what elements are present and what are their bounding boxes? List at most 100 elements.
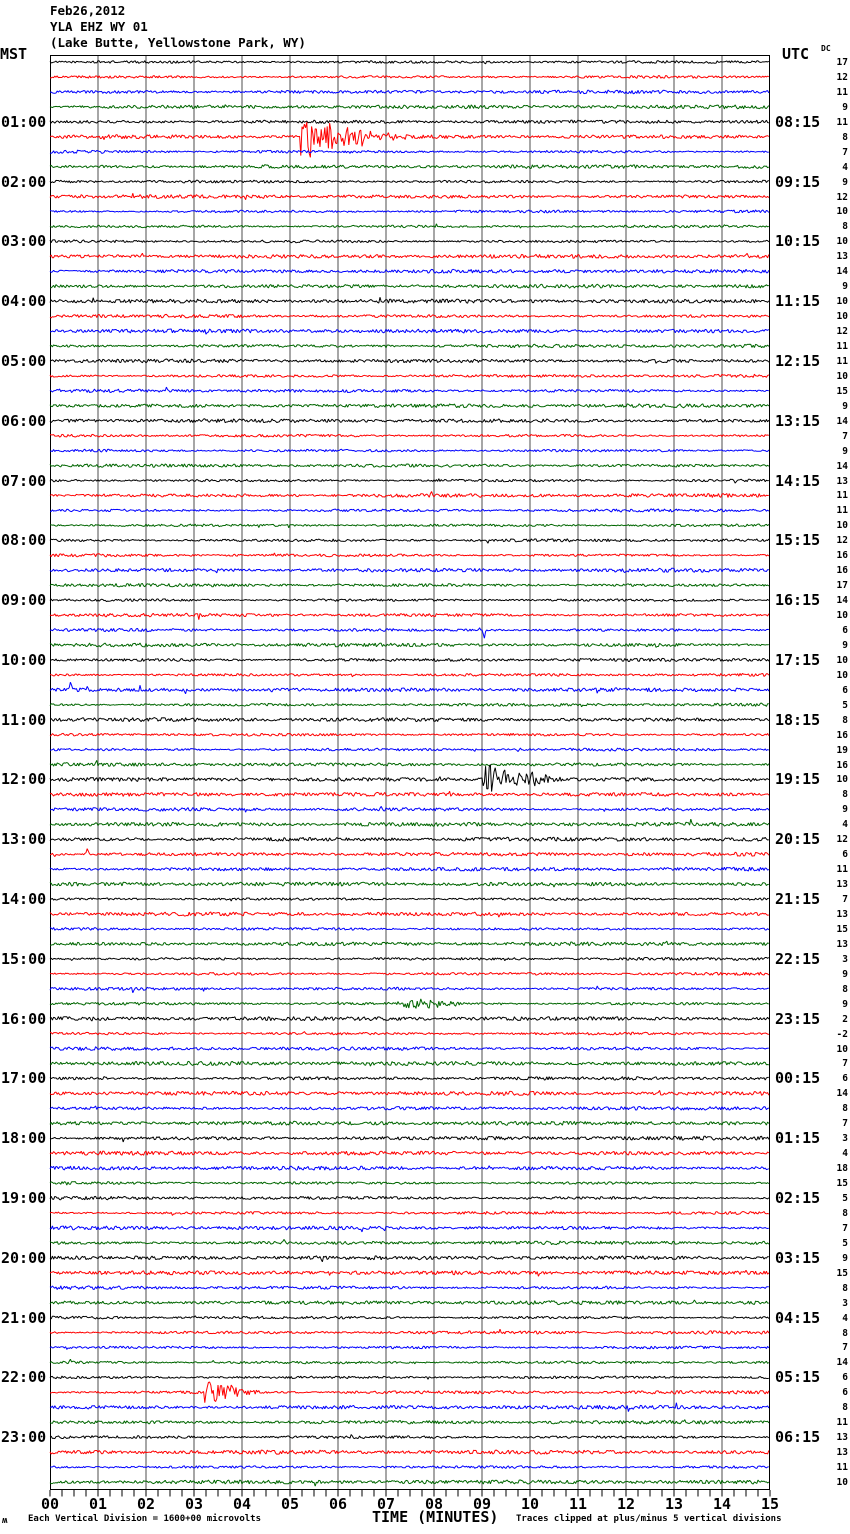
seismo-trace xyxy=(49,1165,769,1171)
seismo-trace xyxy=(49,239,770,244)
seismo-trace xyxy=(49,1076,769,1081)
seismo-trace xyxy=(49,1031,769,1036)
seismo-trace xyxy=(49,179,770,184)
seismo-trace xyxy=(49,1090,770,1096)
seismo-trace xyxy=(49,1046,769,1051)
seismo-trace xyxy=(49,1328,770,1335)
seismo-trace xyxy=(49,717,770,723)
seismo-trace xyxy=(49,1434,770,1440)
seismo-trace xyxy=(49,491,769,498)
seismo-trace xyxy=(49,747,769,752)
seismo-trace xyxy=(49,627,769,639)
seismo-trace xyxy=(49,1060,769,1067)
seismo-trace xyxy=(49,682,770,695)
seismo-trace xyxy=(49,478,769,484)
seismo-trace xyxy=(49,1419,770,1425)
seismo-trace xyxy=(49,1105,769,1111)
seismo-trace xyxy=(49,1358,770,1365)
seismo-trace xyxy=(49,940,769,947)
seismo-trace xyxy=(49,1225,769,1233)
seismo-trace xyxy=(49,463,770,468)
seismo-trace xyxy=(49,866,770,872)
seismo-trace xyxy=(50,89,770,95)
seismo-trace xyxy=(49,985,769,994)
seismo-trace xyxy=(49,760,770,767)
seismo-trace xyxy=(49,523,770,528)
seismo-trace xyxy=(49,927,770,931)
seismo-trace xyxy=(49,642,769,648)
seismo-trace xyxy=(49,1195,770,1201)
seismo-trace xyxy=(49,818,770,827)
seismo-trace xyxy=(49,598,770,602)
seismo-trace xyxy=(49,1135,770,1143)
seismo-trace xyxy=(49,119,769,124)
seismo-trace xyxy=(49,1255,769,1263)
seismo-trace xyxy=(49,1120,770,1126)
seismo-trace xyxy=(49,283,769,289)
seismo-trace xyxy=(49,552,770,558)
seismo-trace xyxy=(49,373,770,378)
seismo-trace xyxy=(49,121,770,158)
seismo-trace xyxy=(49,567,769,574)
seismo-trace xyxy=(50,806,770,813)
seismo-trace xyxy=(49,848,770,857)
seismo-trace xyxy=(49,1299,769,1306)
seismo-trace xyxy=(49,1210,769,1216)
seismo-trace xyxy=(49,193,770,200)
seismo-trace xyxy=(49,223,769,229)
seismo-trace xyxy=(49,702,769,708)
seismo-trace xyxy=(49,60,770,65)
seismo-trace xyxy=(49,836,769,842)
seismo-trace xyxy=(49,358,770,364)
corner-glyph: ʍ xyxy=(2,1516,8,1526)
station-title: YLA EHZ WY 01 xyxy=(50,19,148,34)
seismo-trace xyxy=(50,75,769,79)
seismo-trace xyxy=(50,508,770,513)
seismo-trace xyxy=(49,971,770,976)
seismo-trace xyxy=(49,897,769,902)
seismo-trace xyxy=(49,538,770,544)
seismo-trace xyxy=(49,386,769,393)
seismo-trace xyxy=(49,1239,770,1246)
left-timezone-label: MST xyxy=(0,45,28,63)
seismo-trace xyxy=(49,672,770,678)
seismo-trace xyxy=(49,911,769,918)
seismo-trace xyxy=(49,164,770,169)
seismo-trace xyxy=(49,1402,770,1412)
x-axis-title: TIME (MINUTES) xyxy=(372,1508,499,1526)
seismo-trace xyxy=(49,268,770,274)
seismo-trace xyxy=(49,612,770,620)
seismo-trace xyxy=(49,104,770,110)
seismo-trace xyxy=(49,764,770,792)
seismo-trace xyxy=(49,583,770,588)
seismo-trace xyxy=(49,403,770,409)
right-timezone-label: UTC xyxy=(782,45,810,63)
seismo-trace xyxy=(49,448,770,453)
seismo-trace xyxy=(49,1150,770,1156)
seismo-trace xyxy=(49,1181,770,1186)
seismo-trace xyxy=(49,1449,770,1455)
seismo-trace xyxy=(49,1270,770,1277)
seismo-trace xyxy=(49,297,770,304)
date-title: Feb26,2012 xyxy=(50,3,126,18)
seismo-trace xyxy=(49,149,769,154)
seismo-trace xyxy=(49,1465,769,1469)
seismo-trace xyxy=(49,313,770,319)
seismo-trace xyxy=(49,1315,770,1320)
seismo-trace xyxy=(49,209,770,214)
seismo-trace xyxy=(49,790,770,797)
seismo-trace xyxy=(49,732,770,737)
seismo-trace xyxy=(49,1016,770,1022)
seismo-trace xyxy=(49,343,770,349)
seismo-trace xyxy=(49,252,770,259)
clip-note: Traces clipped at plus/minus 5 vertical … xyxy=(516,1514,782,1524)
dc-column-header: DC xyxy=(821,44,831,53)
seismo-trace xyxy=(49,1285,769,1290)
seismo-trace xyxy=(50,328,770,335)
scale-note: Each Vertical Division = 1600+00 microvo… xyxy=(28,1514,261,1524)
seismo-trace xyxy=(49,657,770,662)
seismo-trace xyxy=(49,881,769,888)
seismo-trace xyxy=(49,433,769,438)
